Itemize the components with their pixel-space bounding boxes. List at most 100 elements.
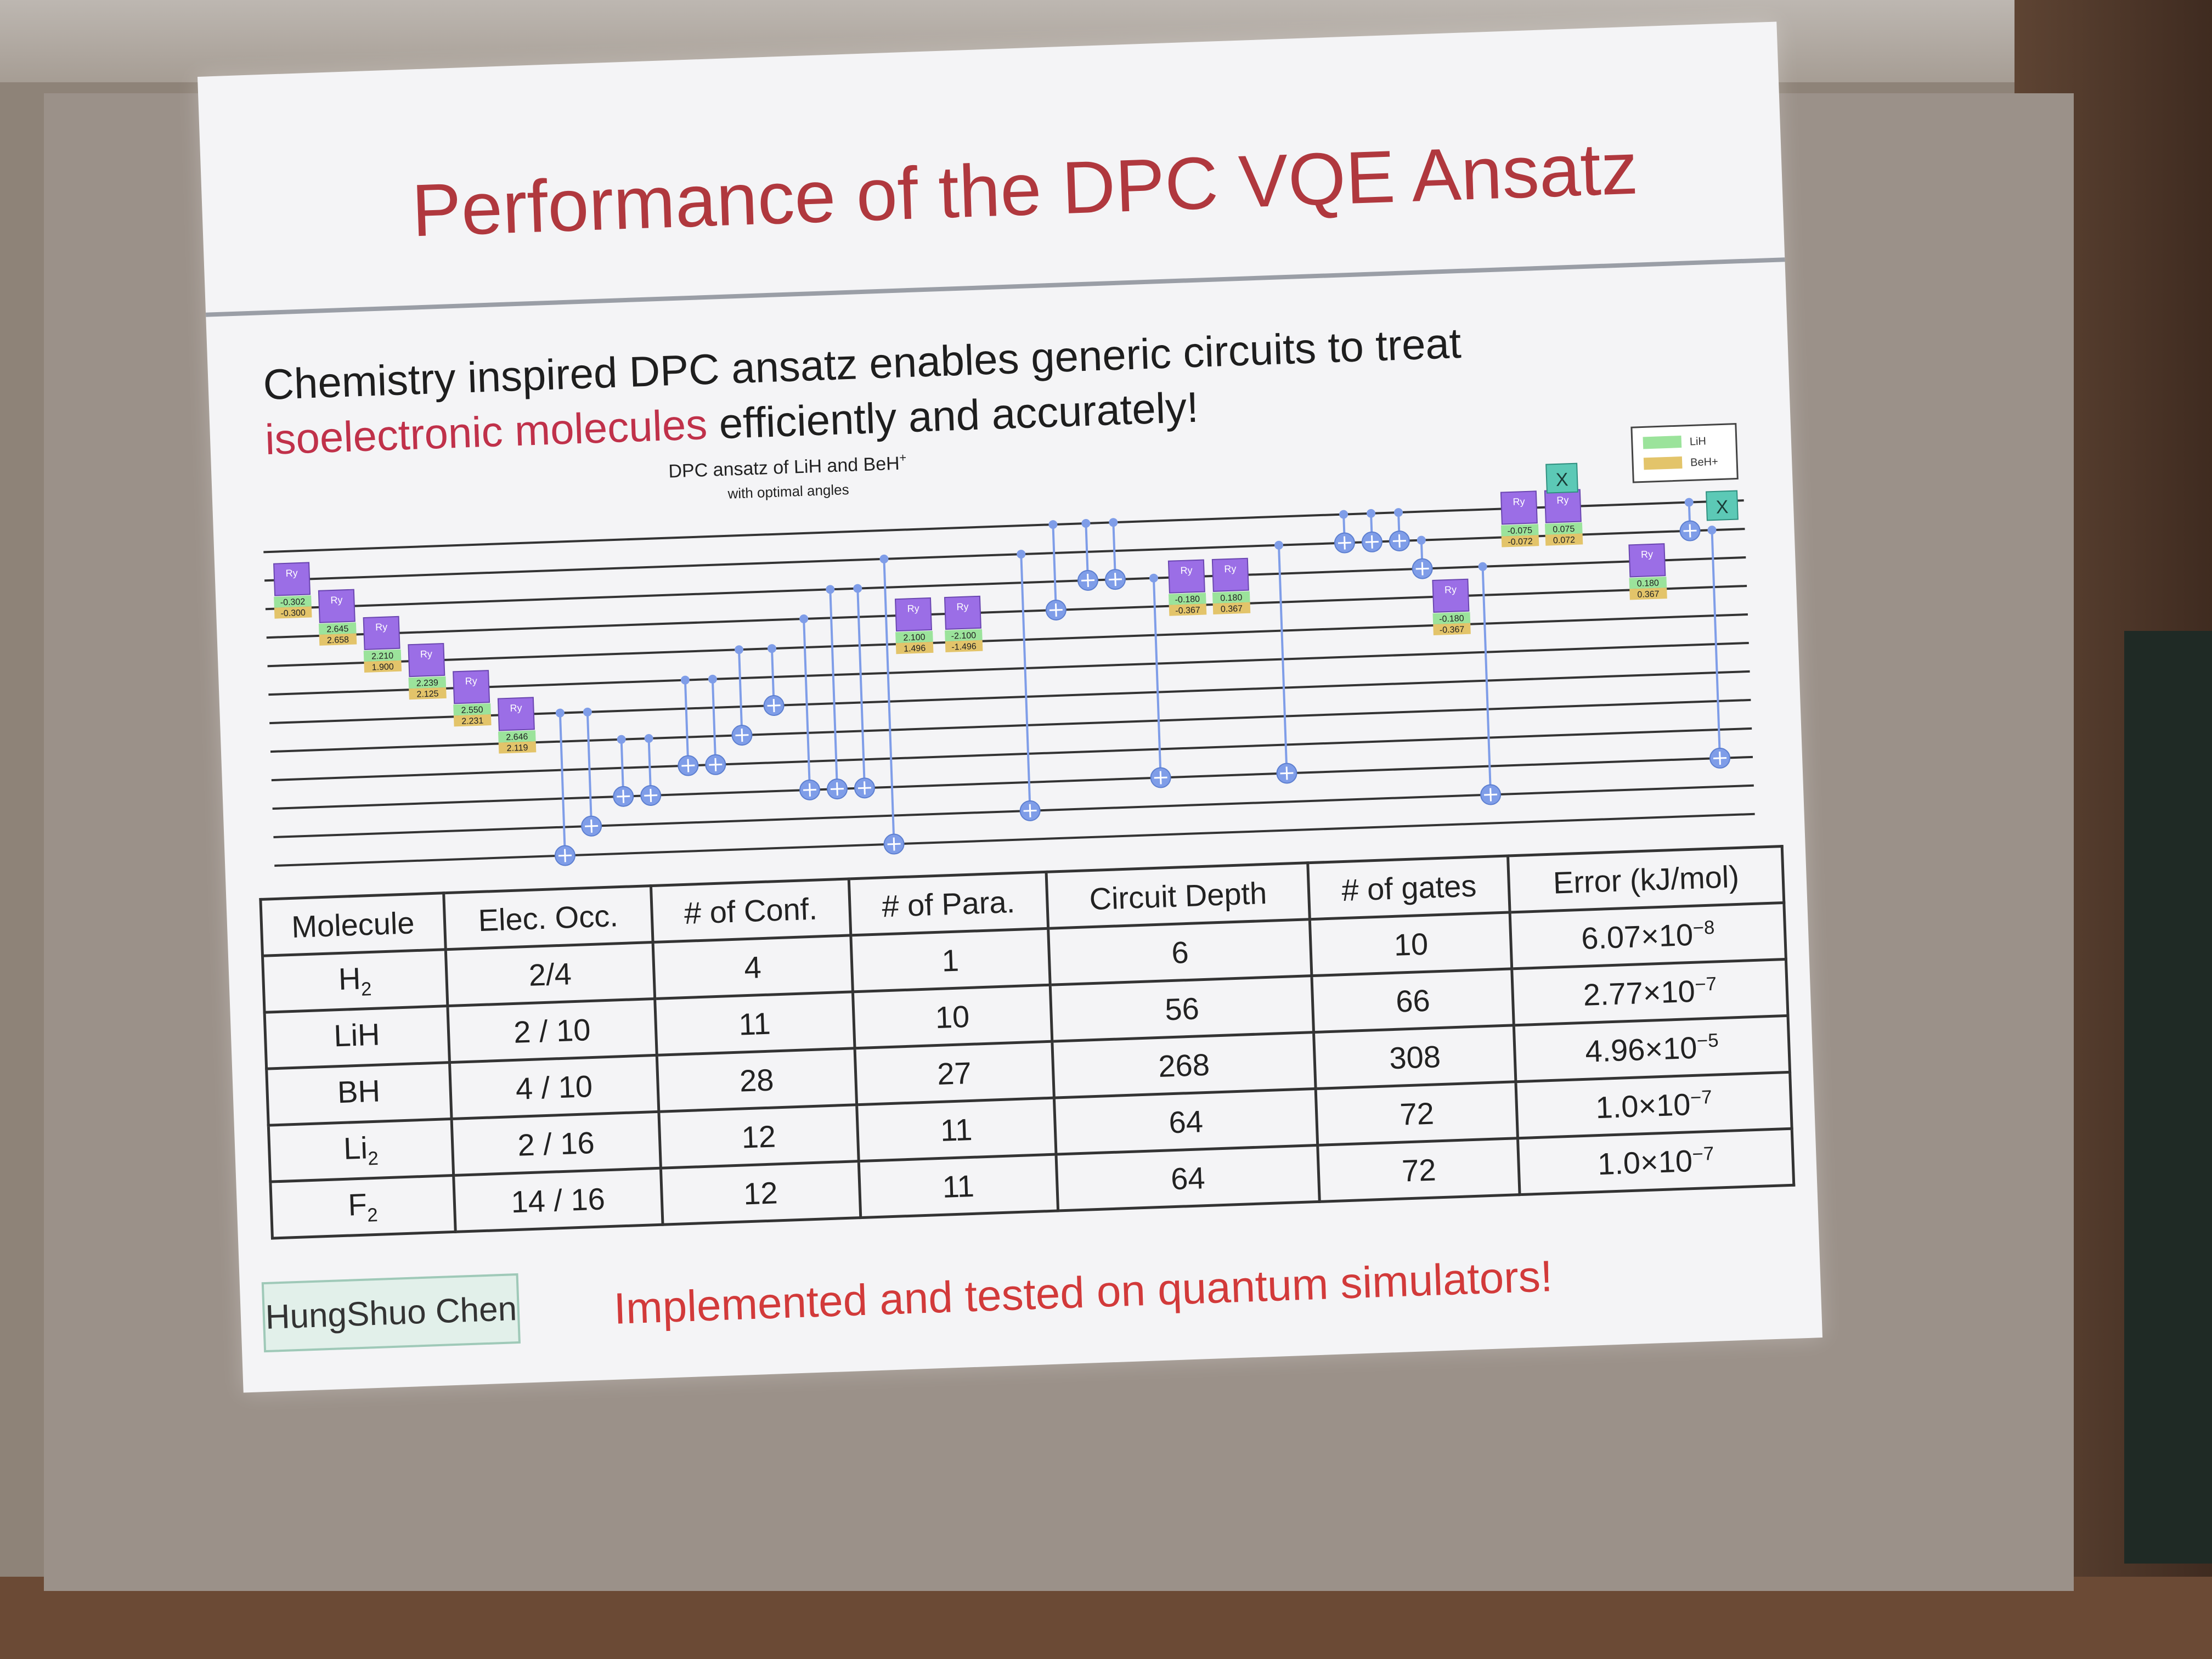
ry-angle-lih-bg <box>1500 524 1539 537</box>
cell-molecule: Li2 <box>268 1119 454 1182</box>
col-header: Error (kJ/mol) <box>1508 846 1784 912</box>
circuit-legend: LiH BeH+ <box>1630 422 1739 483</box>
cell-error: 2.77×10−7 <box>1512 959 1788 1025</box>
cnot-control <box>1081 518 1091 528</box>
cnot-link <box>586 712 593 826</box>
cnot-control <box>617 735 626 744</box>
cell-depth: 6 <box>1048 919 1312 985</box>
cnot-control <box>1478 562 1487 571</box>
legend-label-beh: BeH+ <box>1690 456 1718 469</box>
cell-para: 11 <box>858 1154 1058 1218</box>
ry-gate-label: Ry <box>465 675 477 687</box>
cnot-link <box>1052 524 1057 611</box>
cnot-control <box>1274 540 1283 550</box>
qubit-wire <box>273 784 1754 839</box>
slide-title: Performance of the DPC VQE Ansatz <box>410 126 1640 252</box>
ry-angle-lih-bg <box>363 649 402 662</box>
ry-angle-lih-bg <box>1629 577 1667 589</box>
cnot-control <box>1394 508 1403 517</box>
qubit-wire <box>264 528 1745 582</box>
ry-angle-lih-bg <box>1432 612 1471 625</box>
cnot-control <box>1417 535 1426 545</box>
qubit-wire <box>274 812 1755 867</box>
ry-angle-beh: -0.300 <box>280 608 306 619</box>
ry-gate-box <box>894 597 933 632</box>
ry-angle-lih: -2.100 <box>951 631 976 641</box>
cell-occ: 2 / 16 <box>451 1111 661 1176</box>
ry-angle-lih: 0.075 <box>1553 524 1575 534</box>
cnot-plus <box>714 758 717 771</box>
cell-occ: 4 / 10 <box>449 1055 659 1119</box>
quantum-circuit-diagram: DPC ansatz of LiH and BeH+ with optimal … <box>263 422 1755 867</box>
ry-angle-beh-bg <box>453 714 492 727</box>
ry-angle-beh: -0.072 <box>1508 537 1533 548</box>
col-header: Elec. Occ. <box>443 885 653 950</box>
ry-angle-beh: 0.367 <box>1221 604 1243 614</box>
cell-depth: 64 <box>1054 1088 1318 1155</box>
subtitle-highlight: isoelectronic molecules <box>264 399 708 464</box>
cell-gates: 72 <box>1316 1081 1518 1146</box>
col-header: Circuit Depth <box>1046 862 1310 929</box>
cell-error: 1.0×10−7 <box>1516 1072 1792 1138</box>
ry-angle-lih: 0.180 <box>1637 579 1660 589</box>
ry-angle-beh: 1.900 <box>371 662 394 672</box>
ry-gate-label: Ry <box>1444 584 1457 595</box>
cell-error: 1.0×10−7 <box>1517 1128 1794 1195</box>
ry-angle-lih: 2.100 <box>903 633 926 642</box>
ry-angle-beh: 2.119 <box>506 743 528 753</box>
ry-angle-beh-bg <box>1629 588 1667 600</box>
cnot-link <box>829 589 839 789</box>
cnot-link <box>1020 554 1031 811</box>
cnot-gates <box>554 498 1731 866</box>
ry-angle-lih-bg <box>408 676 447 689</box>
col-header: # of gates <box>1308 855 1510 919</box>
results-table: Molecule Elec. Occ. # of Conf. # of Para… <box>259 845 1795 1240</box>
qubit-wire <box>272 755 1753 810</box>
ry-angle-beh: 2.658 <box>327 635 349 645</box>
cell-molecule: LiH <box>264 1006 450 1069</box>
ry-angle-beh: -0.367 <box>1175 606 1200 616</box>
cell-depth: 268 <box>1052 1032 1316 1098</box>
ry-gate-box <box>408 642 445 678</box>
cnot-plus <box>564 849 566 862</box>
legend-swatch-beh <box>1643 456 1683 470</box>
legend-swatch-lih <box>1643 436 1682 449</box>
cnot-control <box>853 584 862 593</box>
author-label: HungShuo Chen <box>261 1273 521 1353</box>
qubit-wire <box>267 613 1748 668</box>
ry-angle-beh: 2.231 <box>461 716 484 726</box>
x-gates: XX <box>1545 462 1739 521</box>
cnot-control <box>1149 573 1158 583</box>
cell-depth: 64 <box>1056 1145 1320 1211</box>
cnot-plus <box>836 782 838 796</box>
qubit-wire <box>265 556 1746 611</box>
cnot-link <box>1277 545 1288 774</box>
ry-angle-beh: -1.496 <box>951 642 977 652</box>
cnot-control <box>1017 550 1026 559</box>
ry-gate-label: Ry <box>330 594 343 606</box>
cnot-plus <box>1421 562 1424 575</box>
ry-angle-lih: -0.302 <box>280 597 306 608</box>
title-divider <box>206 257 1785 317</box>
col-header: Molecule <box>260 893 445 956</box>
ry-angle-beh-bg <box>1212 602 1251 614</box>
ry-angle-beh-bg <box>1433 623 1471 635</box>
cell-para: 27 <box>854 1041 1054 1105</box>
cell-para: 1 <box>850 928 1051 992</box>
cnot-control <box>555 708 565 718</box>
ry-angle-beh: 0.072 <box>1553 535 1576 545</box>
ry-angle-lih: 2.210 <box>371 651 394 661</box>
cnot-control <box>583 707 592 716</box>
ry-gate-label: Ry <box>907 603 919 614</box>
cnot-plus <box>1285 766 1288 780</box>
x-gate-label: X <box>1716 496 1729 518</box>
cnot-link <box>883 558 895 844</box>
cell-gates: 308 <box>1313 1025 1516 1089</box>
ry-gate-box <box>363 616 400 651</box>
ry-angle-lih-bg <box>1212 591 1250 603</box>
cnot-control <box>1109 518 1118 527</box>
cell-error: 6.07×10−8 <box>1510 902 1786 969</box>
ry-angle-beh-bg <box>274 606 312 619</box>
circuit-caption: with optimal angles <box>727 481 849 502</box>
